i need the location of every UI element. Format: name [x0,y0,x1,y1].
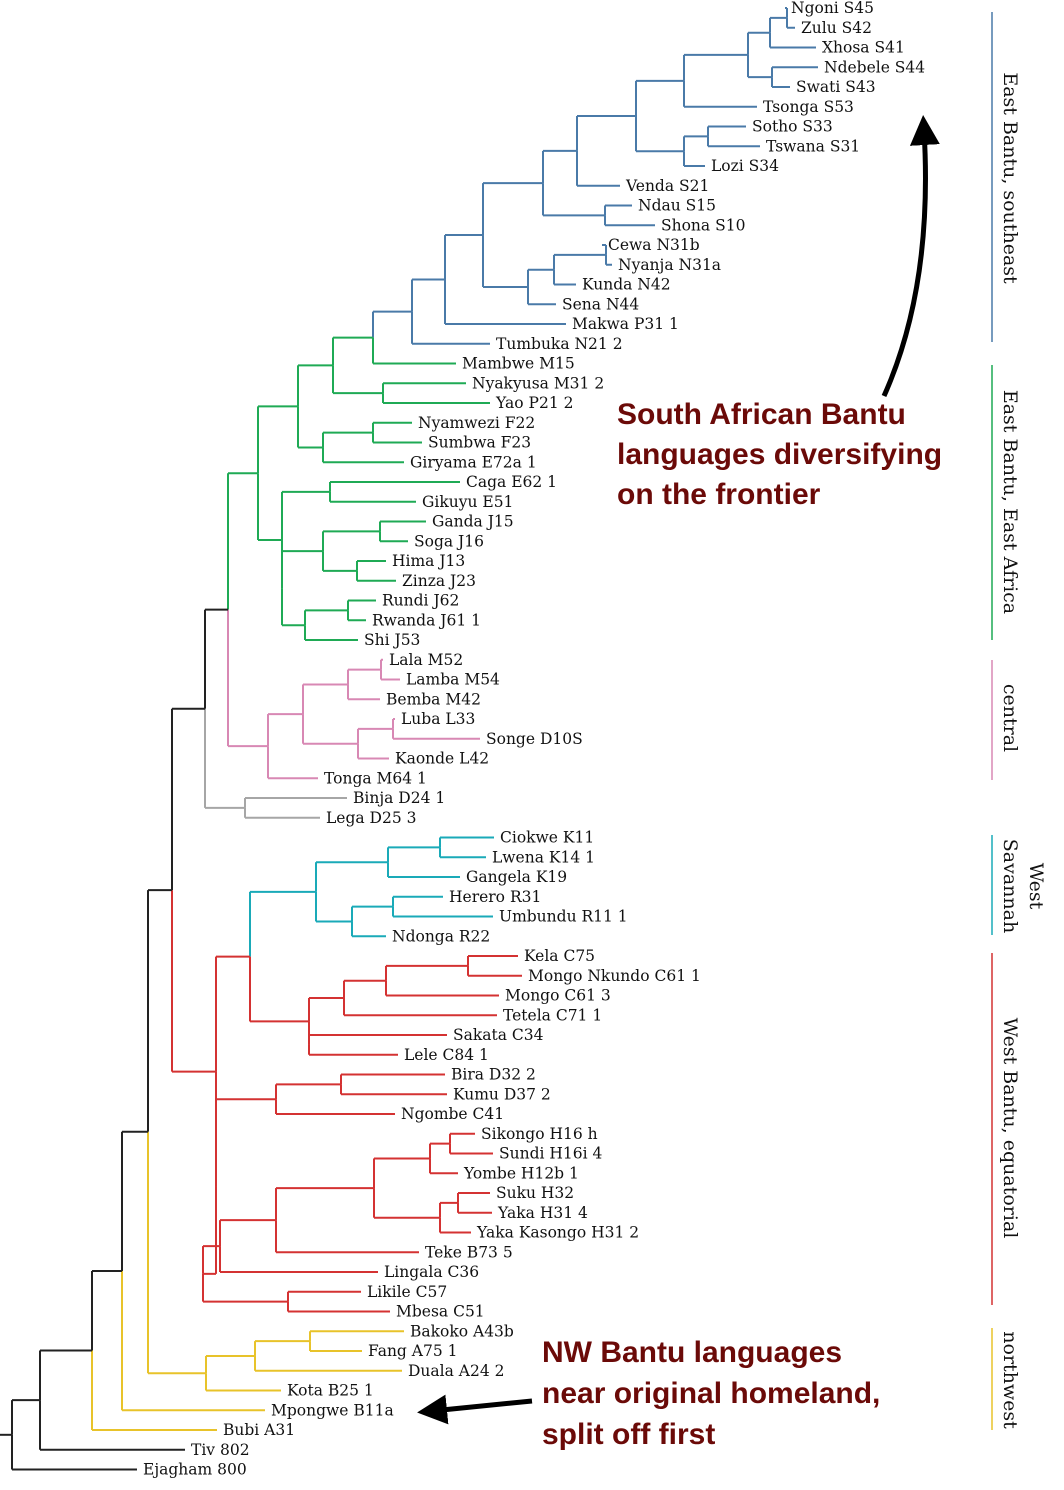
callout-south-line1: South African Bantu [617,398,906,431]
leaf-label: Yombe H12b 1 [463,1164,579,1182]
group-label-eastafrica: East Bantu, East Africa [999,390,1021,614]
group-label-central: central [999,684,1021,752]
leaf-label: Lala M52 [389,651,463,669]
leaf-label: Bemba M42 [386,690,481,708]
leaf-label: Bubi A31 [223,1421,295,1439]
leaf-label: Kumu D37 2 [453,1085,551,1103]
leaf-label: Mpongwe B11a [271,1401,394,1419]
leaf-label: Umbundu R11 1 [499,908,628,926]
leaf-label: Giryama E72a 1 [410,453,537,471]
group-label-southeast: East Bantu, southeast [999,72,1021,284]
leaf-label: Lele C84 1 [404,1046,489,1064]
leaf-label: Mongo Nkundo C61 1 [528,967,701,985]
leaf-label: Kota B25 1 [287,1382,374,1400]
leaf-label: Ciokwe K11 [500,829,594,847]
leaf-label: Sumbwa F23 [428,434,531,452]
tree-branches [0,7,818,1471]
callout-northwest-line2: near original homeland, [542,1377,880,1410]
leaf-label: Tetela C71 1 [503,1006,602,1024]
leaf-label: Mongo C61 3 [505,987,611,1005]
leaf-label: Sundi H16i 4 [499,1145,603,1163]
leaf-label: Ndau S15 [638,197,716,215]
leaf-label: Lwena K14 1 [492,848,595,866]
leaf-label: Sotho S33 [752,118,833,136]
leaf-label: Yaka Kasongo H31 2 [476,1224,639,1242]
leaf-label: Lozi S34 [711,157,779,175]
leaf-label: Sena N44 [562,295,639,313]
leaf-label: Tiv 802 [191,1441,250,1459]
leaf-label: Makwa P31 1 [572,315,679,333]
callout-northwest-arrow [417,1394,533,1425]
leaf-label: Ndebele S44 [824,58,925,76]
leaf-label: Zulu S42 [801,19,872,37]
leaf-label: Cewa N31b [608,236,700,254]
leaf-label: Venda S21 [625,177,709,195]
leaf-label: Luba L33 [401,710,475,728]
leaf-label: Teke B73 5 [425,1243,513,1261]
leaf-label: Sikongo H16 h [481,1125,598,1143]
leaf-label: Tsonga S53 [763,98,854,116]
group-label-westsavannah-line2: Savannah [999,839,1021,933]
group-labels: East Bantu, southeast East Bantu, East A… [999,72,1047,1429]
leaf-label: Tumbuka N21 2 [496,335,623,353]
leaf-label: Yaka H31 4 [497,1204,588,1222]
leaf-label: Tswana S31 [766,137,860,155]
leaf-label: Lingala C36 [384,1263,479,1281]
leaf-label: Suku H32 [496,1184,574,1202]
leaf-label: Swati S43 [796,78,876,96]
leaf-label: Ndonga R22 [392,927,490,945]
leaf-label: Caga E62 1 [466,473,557,491]
leaf-label: Nyamwezi F22 [418,414,535,432]
leaf-label: Yao P21 2 [495,394,573,412]
leaf-label: Mbesa C51 [396,1303,485,1321]
callout-south-arrow [881,115,940,398]
leaf-label: Gikuyu E51 [422,493,513,511]
leaf-label: Lamba M54 [406,671,500,689]
callout-northwest-line1: NW Bantu languages [542,1336,842,1369]
leaf-label: Nyanja N31a [618,256,721,274]
group-label-equatorial: West Bantu, equatorial [999,1018,1021,1239]
leaf-label: Duala A24 2 [408,1362,504,1380]
leaf-label: Kela C75 [524,947,595,965]
leaf-label: Shona S10 [661,216,745,234]
leaf-label: Soga J16 [414,532,484,550]
leaf-label: Xhosa S41 [822,39,905,57]
callout-south-line3: on the frontier [617,478,821,511]
leaf-label: Herero R31 [449,888,541,906]
callout-northwest: NW Bantu languages near original homelan… [417,1336,880,1451]
leaf-label: Ngombe C41 [401,1105,504,1123]
leaf-label: Shi J53 [364,631,420,649]
leaf-label: Likile C57 [367,1283,447,1301]
leaf-label: Fang A75 1 [368,1342,457,1360]
leaf-label: Nyakyusa M31 2 [472,374,604,392]
leaf-label: Gangela K19 [466,868,567,886]
leaf-label: Zinza J23 [402,572,476,590]
group-label-westsavannah-line1: West [1025,863,1047,910]
leaf-label: Hima J13 [392,552,465,570]
leaf-label: Ejagham 800 [143,1461,247,1479]
leaf-label: Lega D25 3 [326,809,417,827]
leaf-label: Songe D10S [486,730,583,748]
leaf-label: Tonga M64 1 [324,769,427,787]
leaf-label: Bakoko A43b [410,1322,514,1340]
leaf-label: Rwanda J61 1 [372,611,481,629]
leaf-label: Mambwe M15 [462,355,575,373]
leaf-label: Rundi J62 [382,592,459,610]
leaf-label: Sakata C34 [453,1026,544,1044]
leaf-label: Kunda N42 [582,276,671,294]
leaf-label: Binja D24 1 [353,789,445,807]
callout-south: South African Bantu languages diversifyi… [617,115,942,511]
leaf-label: Kaonde L42 [395,750,489,768]
callout-northwest-line3: split off first [542,1418,715,1451]
leaf-label: Ganda J15 [432,513,514,531]
group-label-northwest: northwest [999,1331,1021,1429]
leaf-label: Ngoni S45 [791,0,874,17]
leaf-label: Bira D32 2 [451,1066,536,1084]
callout-south-line2: languages diversifying [617,438,942,471]
